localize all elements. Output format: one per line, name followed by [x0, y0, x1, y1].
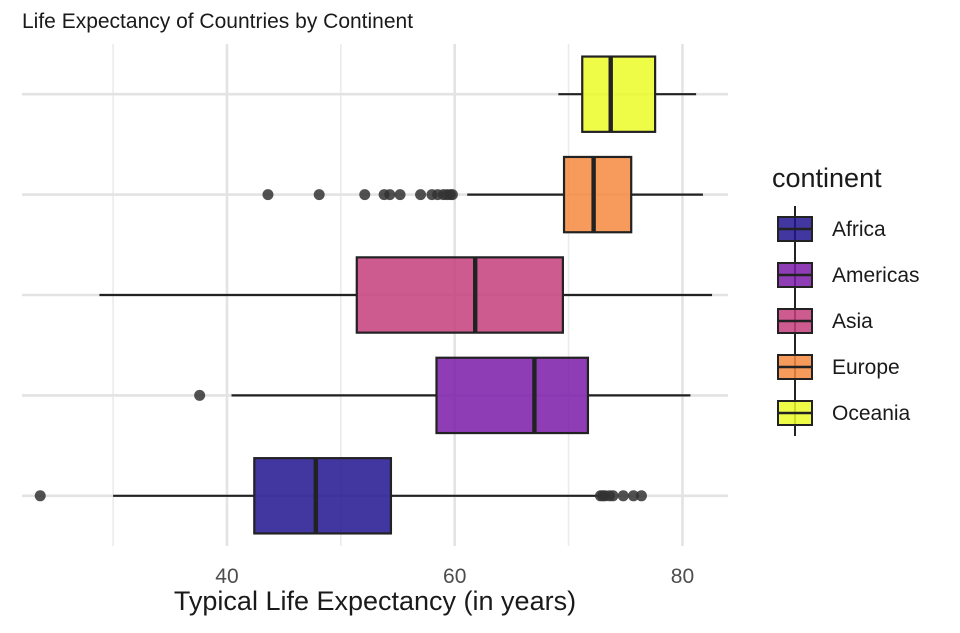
- outlier-point: [415, 189, 427, 201]
- x-tick-label: 80: [671, 565, 694, 588]
- x-tick-label: 60: [443, 565, 466, 588]
- outlier-point: [617, 490, 629, 502]
- x-tick-label: 40: [215, 565, 238, 588]
- box-oceania: [581, 55, 657, 133]
- chart-title: Life Expectancy of Countries by Continen…: [22, 10, 414, 33]
- legend-label: Africa: [832, 218, 886, 241]
- outlier-point: [607, 490, 619, 502]
- outlier-point: [627, 490, 639, 502]
- outlier-point: [384, 189, 396, 201]
- legend-label: Americas: [832, 264, 920, 287]
- outlier-point: [262, 189, 274, 201]
- legend-label: Europe: [832, 356, 900, 379]
- outlier-point: [446, 189, 458, 201]
- outlier-point: [635, 490, 647, 502]
- outlier-point: [313, 189, 325, 201]
- legend-title: continent: [772, 163, 882, 193]
- outlier-point: [34, 490, 46, 502]
- outlier-point: [359, 189, 371, 201]
- outlier-point: [194, 389, 206, 401]
- box-africa: [253, 457, 393, 535]
- box-asia: [355, 256, 564, 334]
- legend-label: Asia: [832, 310, 873, 333]
- box-europe: [562, 155, 633, 234]
- outlier-point: [394, 189, 406, 201]
- x-axis-label: Typical Life Expectancy (in years): [173, 586, 577, 616]
- legend-label: Oceania: [832, 402, 911, 425]
- box-americas: [435, 356, 590, 435]
